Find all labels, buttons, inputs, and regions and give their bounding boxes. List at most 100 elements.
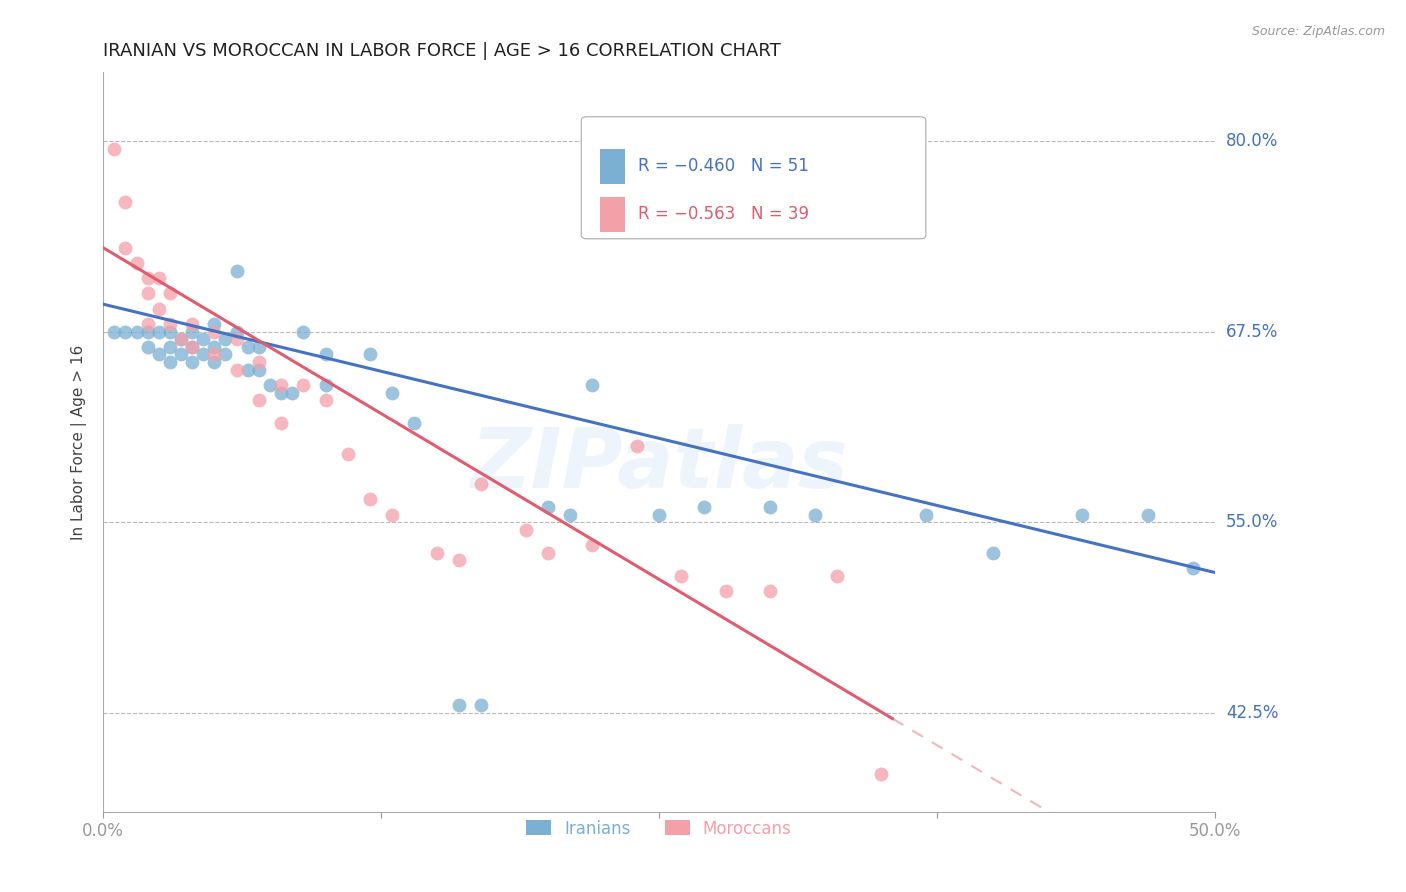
Text: ZIPatlas: ZIPatlas [470, 424, 848, 505]
Point [381, 508, 404, 522]
Point [447, 698, 470, 713]
Point [136, 271, 159, 285]
Point [336, 447, 359, 461]
Point [114, 325, 136, 339]
Point [981, 546, 1004, 560]
Point [558, 508, 581, 522]
Point [225, 332, 247, 346]
Point [870, 766, 893, 780]
Point [426, 546, 449, 560]
Point [103, 325, 125, 339]
FancyBboxPatch shape [581, 117, 927, 239]
Point [581, 538, 603, 552]
Point [915, 508, 938, 522]
Point [170, 332, 193, 346]
Point [181, 340, 204, 354]
FancyBboxPatch shape [600, 197, 624, 232]
Point [103, 142, 125, 156]
Point [181, 317, 204, 331]
Point [714, 583, 737, 598]
Point [292, 378, 315, 392]
Point [759, 500, 782, 514]
Point [692, 500, 714, 514]
Point [626, 439, 648, 453]
Point [159, 317, 181, 331]
Y-axis label: In Labor Force | Age > 16: In Labor Force | Age > 16 [72, 344, 87, 540]
Point [181, 355, 204, 369]
Point [125, 256, 148, 270]
Point [537, 500, 560, 514]
Point [202, 325, 225, 339]
Point [170, 332, 193, 346]
Point [159, 340, 181, 354]
Point [202, 317, 225, 331]
Point [259, 378, 281, 392]
Point [114, 194, 136, 209]
Point [1070, 508, 1092, 522]
Point [202, 355, 225, 369]
Point [381, 385, 404, 400]
Point [1181, 561, 1204, 575]
Point [136, 340, 159, 354]
Text: Source: ZipAtlas.com: Source: ZipAtlas.com [1251, 25, 1385, 38]
Point [193, 347, 215, 361]
Point [447, 553, 470, 567]
Legend: Iranians, Moroccans: Iranians, Moroccans [520, 813, 799, 844]
Point [148, 325, 170, 339]
Point [225, 362, 247, 376]
Point [181, 340, 204, 354]
Point [470, 698, 492, 713]
Point [247, 393, 270, 408]
Point [193, 332, 215, 346]
Text: IRANIAN VS MOROCCAN IN LABOR FORCE | AGE > 16 CORRELATION CHART: IRANIAN VS MOROCCAN IN LABOR FORCE | AGE… [103, 42, 780, 60]
Point [148, 347, 170, 361]
Point [270, 378, 292, 392]
Point [159, 286, 181, 301]
Point [247, 355, 270, 369]
Point [202, 340, 225, 354]
Point [236, 362, 259, 376]
Text: R = −0.563   N = 39: R = −0.563 N = 39 [638, 205, 808, 224]
Point [236, 340, 259, 354]
Point [148, 271, 170, 285]
Point [1137, 508, 1160, 522]
Point [247, 362, 270, 376]
Point [181, 325, 204, 339]
Point [214, 332, 236, 346]
Point [292, 325, 315, 339]
Text: 55.0%: 55.0% [1226, 513, 1278, 532]
Point [315, 393, 337, 408]
Point [247, 340, 270, 354]
Point [225, 263, 247, 277]
Point [114, 241, 136, 255]
Point [803, 508, 825, 522]
Point [648, 508, 671, 522]
Point [148, 301, 170, 316]
Point [281, 385, 304, 400]
Point [581, 378, 603, 392]
Point [315, 378, 337, 392]
Text: 80.0%: 80.0% [1226, 132, 1278, 150]
Point [315, 347, 337, 361]
Point [136, 325, 159, 339]
FancyBboxPatch shape [600, 149, 624, 184]
Point [159, 325, 181, 339]
Point [125, 325, 148, 339]
Text: 42.5%: 42.5% [1226, 704, 1278, 722]
Point [136, 286, 159, 301]
Point [470, 477, 492, 491]
Point [359, 347, 381, 361]
Point [202, 347, 225, 361]
Point [214, 347, 236, 361]
Point [359, 492, 381, 507]
Point [404, 416, 426, 430]
Text: R = −0.460   N = 51: R = −0.460 N = 51 [638, 157, 808, 176]
Point [270, 385, 292, 400]
Point [671, 568, 693, 582]
Point [225, 325, 247, 339]
Point [136, 317, 159, 331]
Point [759, 583, 782, 598]
Point [825, 568, 848, 582]
Point [170, 347, 193, 361]
Point [159, 355, 181, 369]
